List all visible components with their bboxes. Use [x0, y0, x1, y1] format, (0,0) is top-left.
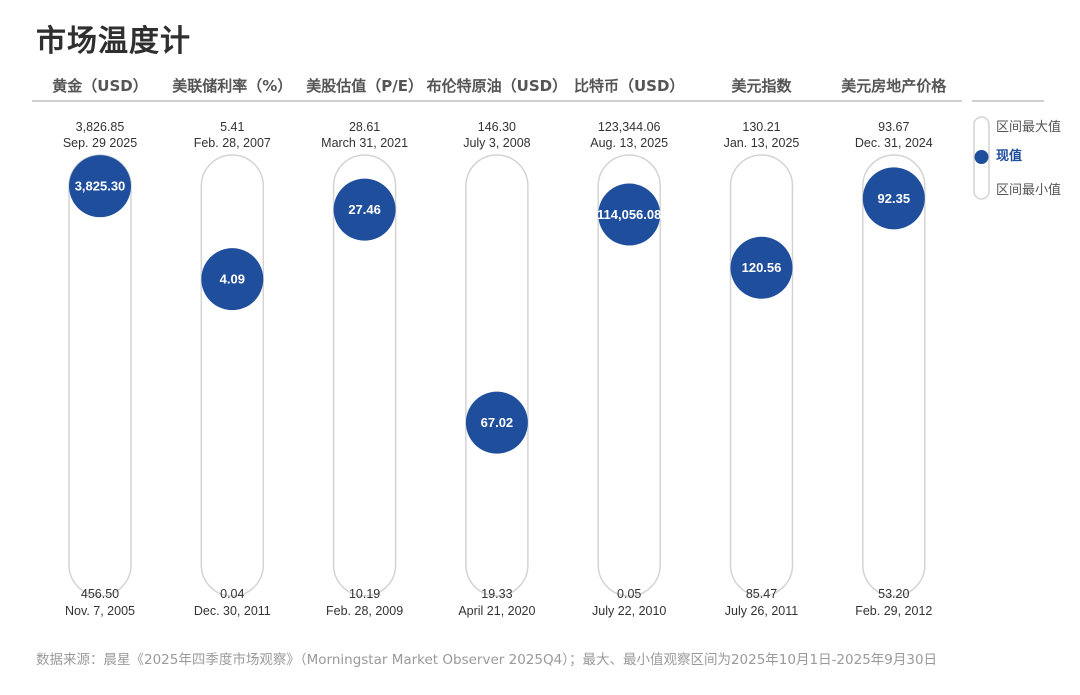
- max-date-label: Sep. 29 2025: [63, 136, 137, 150]
- max-value-label: 146.30: [478, 120, 516, 134]
- max-value-label: 28.61: [349, 120, 380, 134]
- column-header: 布伦特原油（USD）: [427, 77, 567, 95]
- legend-min-label: 区间最小值: [996, 182, 1061, 198]
- min-date-label: Nov. 7, 2005: [65, 604, 135, 618]
- current-value-bubble: [465, 391, 528, 454]
- max-value-label: 5.41: [220, 120, 244, 134]
- max-date-label: Jan. 13, 2025: [724, 136, 800, 150]
- legend-max-label: 区间最大值: [996, 119, 1061, 135]
- column-header: 美元房地产价格: [841, 77, 947, 95]
- range-pill: [200, 154, 265, 597]
- column-header: 黄金（USD）: [52, 77, 147, 95]
- current-value-label: 67.02: [481, 415, 514, 430]
- legend-current-dot: [974, 150, 989, 164]
- min-date-label: Feb. 29, 2012: [855, 604, 932, 618]
- current-value-bubble: [201, 248, 264, 311]
- max-value-label: 130.21: [742, 120, 780, 134]
- current-value-label: 120.56: [742, 260, 782, 275]
- current-value-label: 114,056.08: [597, 207, 661, 222]
- min-value-label: 85.47: [746, 587, 777, 601]
- column-header: 比特币（USD）: [574, 77, 684, 95]
- current-value-bubble: [862, 167, 925, 230]
- current-value-label: 4.09: [220, 272, 245, 287]
- column-header: 美股估值（P/E）: [306, 77, 423, 95]
- max-value-label: 123,344.06: [598, 120, 661, 134]
- current-value-label: 3,825.30: [75, 179, 126, 194]
- max-date-label: Aug. 13, 2025: [590, 136, 668, 150]
- range-pill: [465, 154, 529, 597]
- min-value-label: 53.20: [878, 587, 909, 601]
- min-date-label: April 21, 2020: [458, 604, 535, 618]
- min-value-label: 19.33: [481, 587, 512, 601]
- current-value-bubble: [69, 155, 131, 218]
- min-date-label: Dec. 30, 2011: [194, 604, 271, 618]
- current-value-label: 27.46: [348, 202, 381, 217]
- current-value-bubble: [333, 178, 396, 241]
- range-pill: [729, 154, 794, 597]
- min-date-label: July 26, 2011: [725, 604, 798, 618]
- range-pill: [68, 154, 132, 597]
- max-date-label: Dec. 31, 2024: [855, 136, 933, 150]
- min-value-label: 0.04: [220, 587, 244, 601]
- min-value-label: 0.05: [617, 587, 641, 601]
- column-header: 美元指数: [731, 77, 792, 95]
- source-note: 数据来源：晨星《2025年四季度市场观察》（Morningstar Market…: [36, 652, 938, 668]
- page-title: 市场温度计: [36, 24, 191, 59]
- min-value-label: 10.19: [349, 587, 380, 601]
- max-value-label: 3,826.85: [76, 120, 125, 134]
- range-pill: [332, 154, 397, 597]
- current-value-bubble: [598, 183, 661, 246]
- min-value-label: 456.50: [81, 587, 119, 601]
- current-value-bubble: [730, 236, 793, 299]
- min-date-label: July 22, 2010: [592, 604, 666, 618]
- max-value-label: 93.67: [878, 120, 909, 134]
- column-header: 美联储利率（%）: [172, 77, 292, 95]
- max-date-label: March 31, 2021: [321, 136, 408, 150]
- current-value-label: 92.35: [878, 191, 911, 206]
- min-date-label: Feb. 28, 2009: [326, 604, 403, 618]
- max-date-label: Feb. 28, 2007: [194, 136, 271, 150]
- legend-current-label: 现值: [996, 148, 1022, 164]
- range-pill: [597, 154, 661, 597]
- max-date-label: July 3, 2008: [463, 136, 530, 150]
- thermometer-chart: 黄金（USD） 3,826.85 Sep. 29 2025 3,825.30 456.5…: [32, 77, 1061, 618]
- range-pill: [862, 154, 926, 597]
